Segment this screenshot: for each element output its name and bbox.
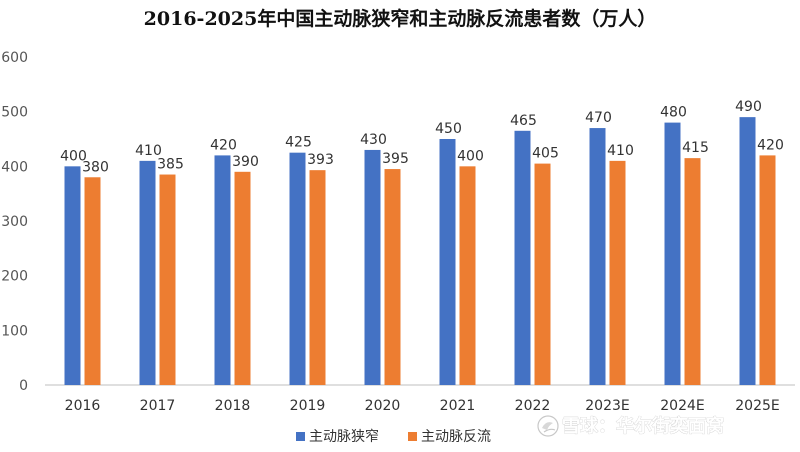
bar-aortic-regurgitation bbox=[609, 160, 626, 385]
y-tick-label: 300 bbox=[1, 214, 28, 230]
data-label: 425 bbox=[285, 135, 312, 151]
watermark-text: 雪球：华尔街奕面窝 bbox=[562, 415, 724, 437]
bar-aortic-regurgitation bbox=[309, 170, 326, 385]
x-axis: 2016 2017 2018 2019 2020 2021 2022 2023E 2024E 20… bbox=[65, 398, 780, 414]
bar-aortic-regurgitation bbox=[459, 166, 476, 385]
x-tick-label: 2024E bbox=[660, 398, 704, 414]
bar-aortic-regurgitation bbox=[159, 174, 176, 385]
data-label: 385 bbox=[157, 157, 184, 173]
bar-aortic-stenosis bbox=[289, 152, 306, 385]
bar-aortic-stenosis bbox=[439, 139, 456, 385]
x-tick-label: 2021 bbox=[440, 398, 476, 414]
data-label: 420 bbox=[210, 137, 237, 153]
data-label: 470 bbox=[585, 110, 612, 126]
legend: 主动脉狭窄 主动脉反流 bbox=[296, 428, 491, 445]
snowball-logo-icon bbox=[537, 415, 559, 437]
data-label: 415 bbox=[682, 140, 709, 156]
x-tick-label: 2016 bbox=[65, 398, 101, 414]
bar-aortic-regurgitation bbox=[234, 171, 251, 385]
chart-title: 2016-2025年中国主动脉狭窄和主动脉反流患者数（万人） bbox=[144, 7, 657, 30]
bar-aortic-stenosis bbox=[364, 149, 381, 385]
bar-aortic-regurgitation bbox=[534, 163, 551, 385]
x-tick-label: 2020 bbox=[365, 398, 401, 414]
legend-label: 主动脉反流 bbox=[421, 429, 491, 445]
bar-aortic-stenosis bbox=[139, 160, 156, 385]
y-tick-label: 0 bbox=[19, 378, 28, 394]
bar-aortic-stenosis bbox=[589, 128, 606, 386]
legend-swatch bbox=[408, 432, 417, 441]
x-tick-label: 2025E bbox=[735, 398, 779, 414]
y-tick-label: 200 bbox=[1, 269, 28, 285]
x-tick-label: 2022 bbox=[515, 398, 551, 414]
data-label: 480 bbox=[660, 105, 687, 121]
legend-label: 主动脉狭窄 bbox=[309, 428, 379, 445]
data-label: 390 bbox=[232, 154, 259, 170]
bar-aortic-stenosis bbox=[664, 122, 681, 385]
bar-aortic-regurgitation bbox=[84, 177, 101, 385]
y-axis: 0 100 200 300 400 500 600 bbox=[1, 50, 28, 394]
bar-aortic-regurgitation bbox=[759, 155, 776, 385]
bars bbox=[64, 117, 776, 386]
bar-aortic-stenosis bbox=[64, 166, 81, 385]
x-tick-label: 2019 bbox=[290, 398, 326, 414]
y-tick-label: 400 bbox=[1, 159, 28, 175]
data-label: 490 bbox=[735, 99, 762, 115]
bar-aortic-stenosis bbox=[514, 130, 531, 385]
x-tick-label: 2018 bbox=[215, 398, 251, 414]
data-labels: 4003804103854203904253934303954504004654… bbox=[60, 99, 784, 175]
data-label: 395 bbox=[382, 151, 409, 167]
legend-swatch bbox=[296, 432, 305, 441]
data-label: 405 bbox=[532, 146, 559, 162]
bar-aortic-regurgitation bbox=[384, 169, 401, 385]
data-label: 450 bbox=[435, 121, 462, 137]
bar-aortic-stenosis bbox=[739, 117, 756, 385]
x-tick-label: 2023E bbox=[585, 398, 629, 414]
y-tick-label: 600 bbox=[1, 50, 28, 66]
data-label: 465 bbox=[510, 113, 537, 129]
y-tick-label: 500 bbox=[1, 105, 28, 121]
watermark: 雪球：华尔街奕面窝 bbox=[537, 415, 724, 437]
x-tick-label: 2017 bbox=[140, 398, 176, 414]
data-label: 410 bbox=[607, 143, 634, 159]
data-label: 400 bbox=[60, 148, 87, 164]
data-label: 430 bbox=[360, 132, 387, 148]
bar-aortic-regurgitation bbox=[684, 158, 701, 385]
bar-aortic-stenosis bbox=[214, 155, 231, 385]
y-tick-label: 100 bbox=[1, 323, 28, 339]
data-label: 420 bbox=[757, 137, 784, 153]
data-label: 400 bbox=[457, 148, 484, 164]
data-label: 380 bbox=[82, 159, 109, 175]
data-label: 410 bbox=[135, 143, 162, 159]
data-label: 393 bbox=[307, 152, 334, 168]
